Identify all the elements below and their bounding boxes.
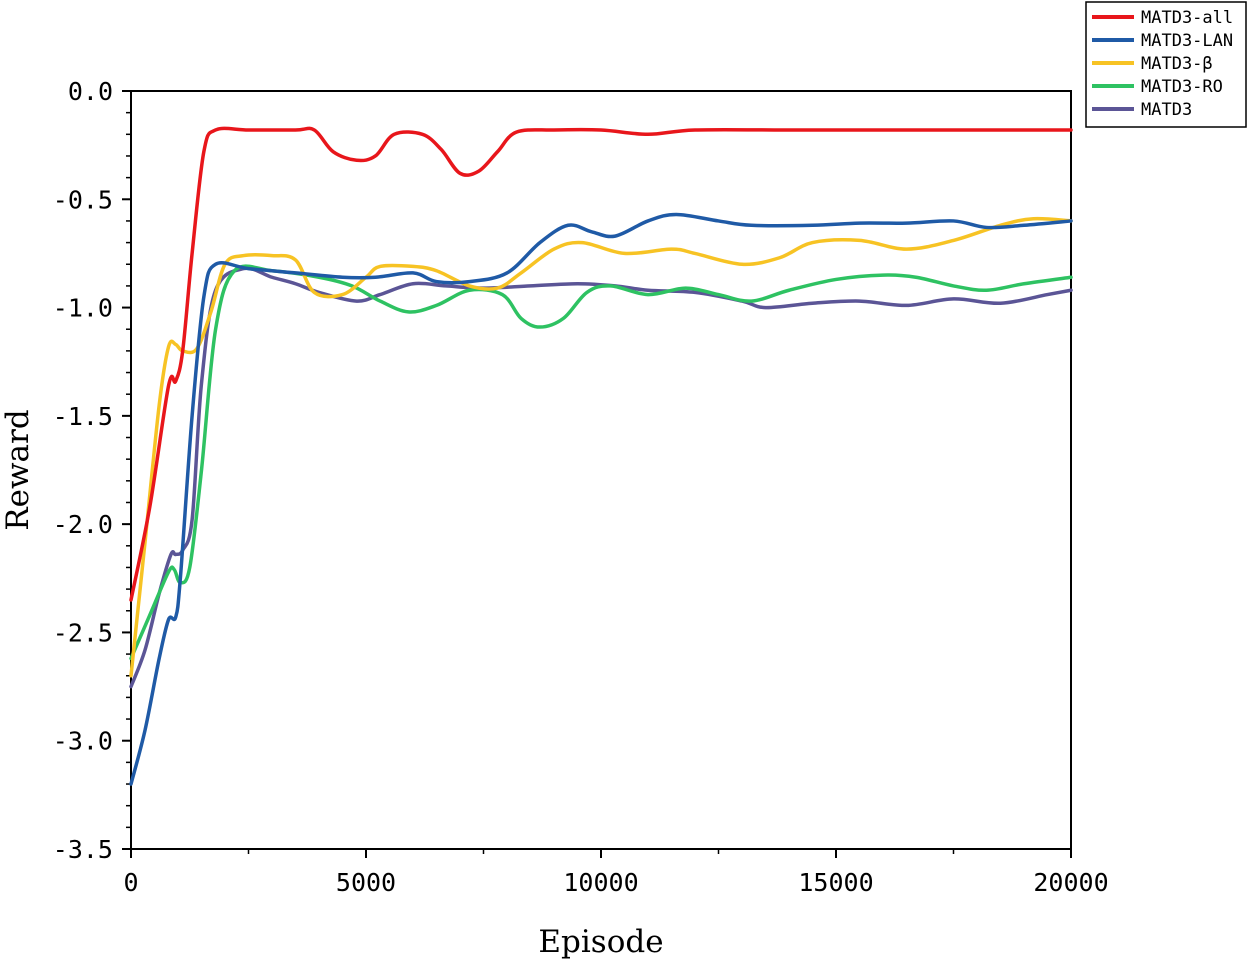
y-tick-label: -3.0 — [53, 727, 113, 756]
y-axis-title: Reward — [0, 409, 36, 530]
series-line-matd3-lan — [129, 212, 1073, 786]
y-tick-label: -2.5 — [53, 618, 113, 647]
plot-frame — [130, 90, 1072, 850]
y-tick-label: -1.0 — [53, 294, 113, 323]
x-tick-label: 10000 — [563, 868, 638, 897]
y-tick-label: 0.0 — [68, 77, 113, 106]
legend-label-matd3-ro: MATD3-RO — [1141, 77, 1223, 97]
x-tick-label: 20000 — [1033, 868, 1108, 897]
series-layer — [129, 126, 1073, 786]
legend-label-matd3: MATD3-β — [1141, 54, 1213, 74]
x-tick-label: 0 — [123, 868, 138, 897]
x-axis-title: Episode — [538, 924, 663, 960]
y-tick-label: -0.5 — [53, 185, 113, 214]
y-tick-label: -3.5 — [53, 835, 113, 864]
legend: MATD3-all MATD3-LAN MATD3-β MATD3-RO MATD3 — [1085, 1, 1247, 128]
y-tick-label: -1.5 — [53, 402, 113, 431]
series-line-matd3 — [129, 266, 1073, 689]
x-tick-label: 15000 — [798, 868, 873, 897]
x-tick-label: 5000 — [336, 868, 396, 897]
legend-label-matd3-all: MATD3-all — [1141, 8, 1233, 28]
y-tick-label: -2.0 — [53, 510, 113, 539]
legend-label-matd3: MATD3 — [1141, 100, 1192, 120]
legend-label-matd3-lan: MATD3-LAN — [1141, 31, 1233, 51]
series-line-matd3-all — [129, 126, 1073, 602]
series-line-matd3-ro — [129, 264, 1073, 661]
axes-layer: 0 5000 10000 15000 20000 0.0 -0.5 -1.0 -1.5 -2.0 -… — [53, 77, 1109, 897]
